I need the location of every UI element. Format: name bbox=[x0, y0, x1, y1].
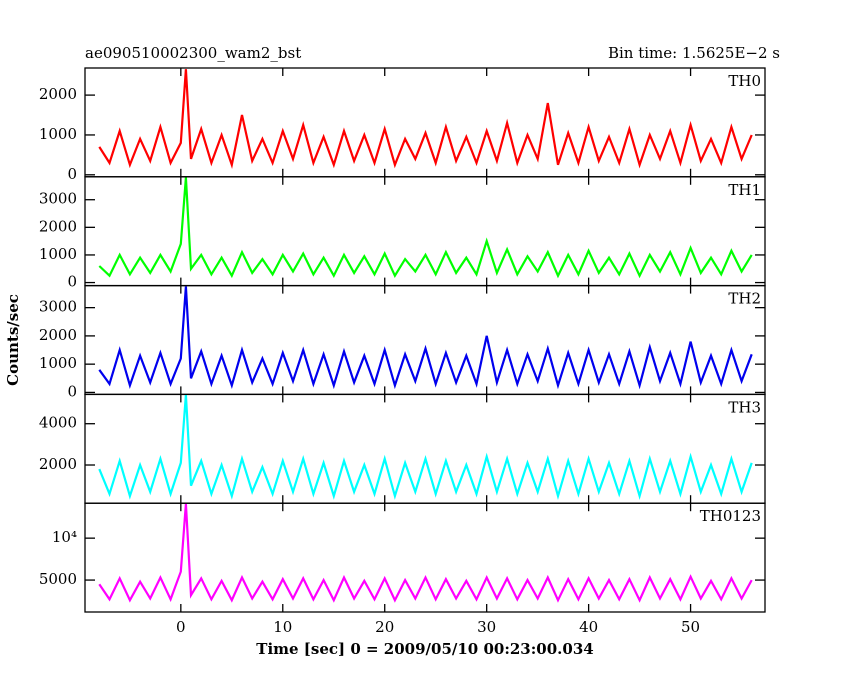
y-tick-label: 0 bbox=[67, 165, 77, 183]
panel-frame bbox=[84, 502, 766, 613]
x-tick-label: 10 bbox=[273, 618, 292, 636]
y-tick-label: 2000 bbox=[39, 85, 77, 103]
chart-subtitle: Bin time: 1.5625E−2 s bbox=[608, 44, 780, 62]
panel-label: TH0123 bbox=[700, 507, 761, 525]
y-tick-label: 4000 bbox=[39, 414, 77, 432]
series-line bbox=[98, 286, 753, 390]
y-tick-label: 2000 bbox=[39, 455, 77, 473]
x-axis-label: Time [sec] 0 = 2009/05/10 00:23:00.034 bbox=[256, 640, 593, 658]
y-tick-label: 2000 bbox=[39, 326, 77, 344]
panel-label: TH0 bbox=[728, 72, 761, 90]
x-tick-label: 40 bbox=[579, 618, 598, 636]
x-tick-label: 0 bbox=[176, 618, 186, 636]
series-line bbox=[98, 177, 753, 279]
y-tick-label: 3000 bbox=[39, 298, 77, 316]
panel-label: TH1 bbox=[728, 181, 761, 199]
y-tick-label: 10⁴ bbox=[52, 528, 77, 546]
x-tick-label: 20 bbox=[375, 618, 394, 636]
y-tick-label: 1000 bbox=[39, 354, 77, 372]
y-tick-label: 0 bbox=[67, 382, 77, 400]
series-line bbox=[98, 69, 753, 169]
series-line bbox=[98, 394, 753, 501]
y-axis-label: Counts/sec bbox=[4, 294, 22, 386]
y-tick-label: 3000 bbox=[39, 190, 77, 208]
x-tick-label: 30 bbox=[477, 618, 496, 636]
y-tick-label: 1000 bbox=[39, 245, 77, 263]
chart-title: ae090510002300_wam2_bst bbox=[85, 44, 301, 62]
x-tick-label: 50 bbox=[681, 618, 700, 636]
y-tick-label: 2000 bbox=[39, 217, 77, 235]
series-line bbox=[98, 503, 753, 603]
panel-label: TH3 bbox=[728, 398, 761, 416]
y-tick-label: 1000 bbox=[39, 125, 77, 143]
panel-label: TH2 bbox=[728, 290, 761, 308]
y-tick-label: 5000 bbox=[39, 570, 77, 588]
y-tick-label: 0 bbox=[67, 273, 77, 291]
